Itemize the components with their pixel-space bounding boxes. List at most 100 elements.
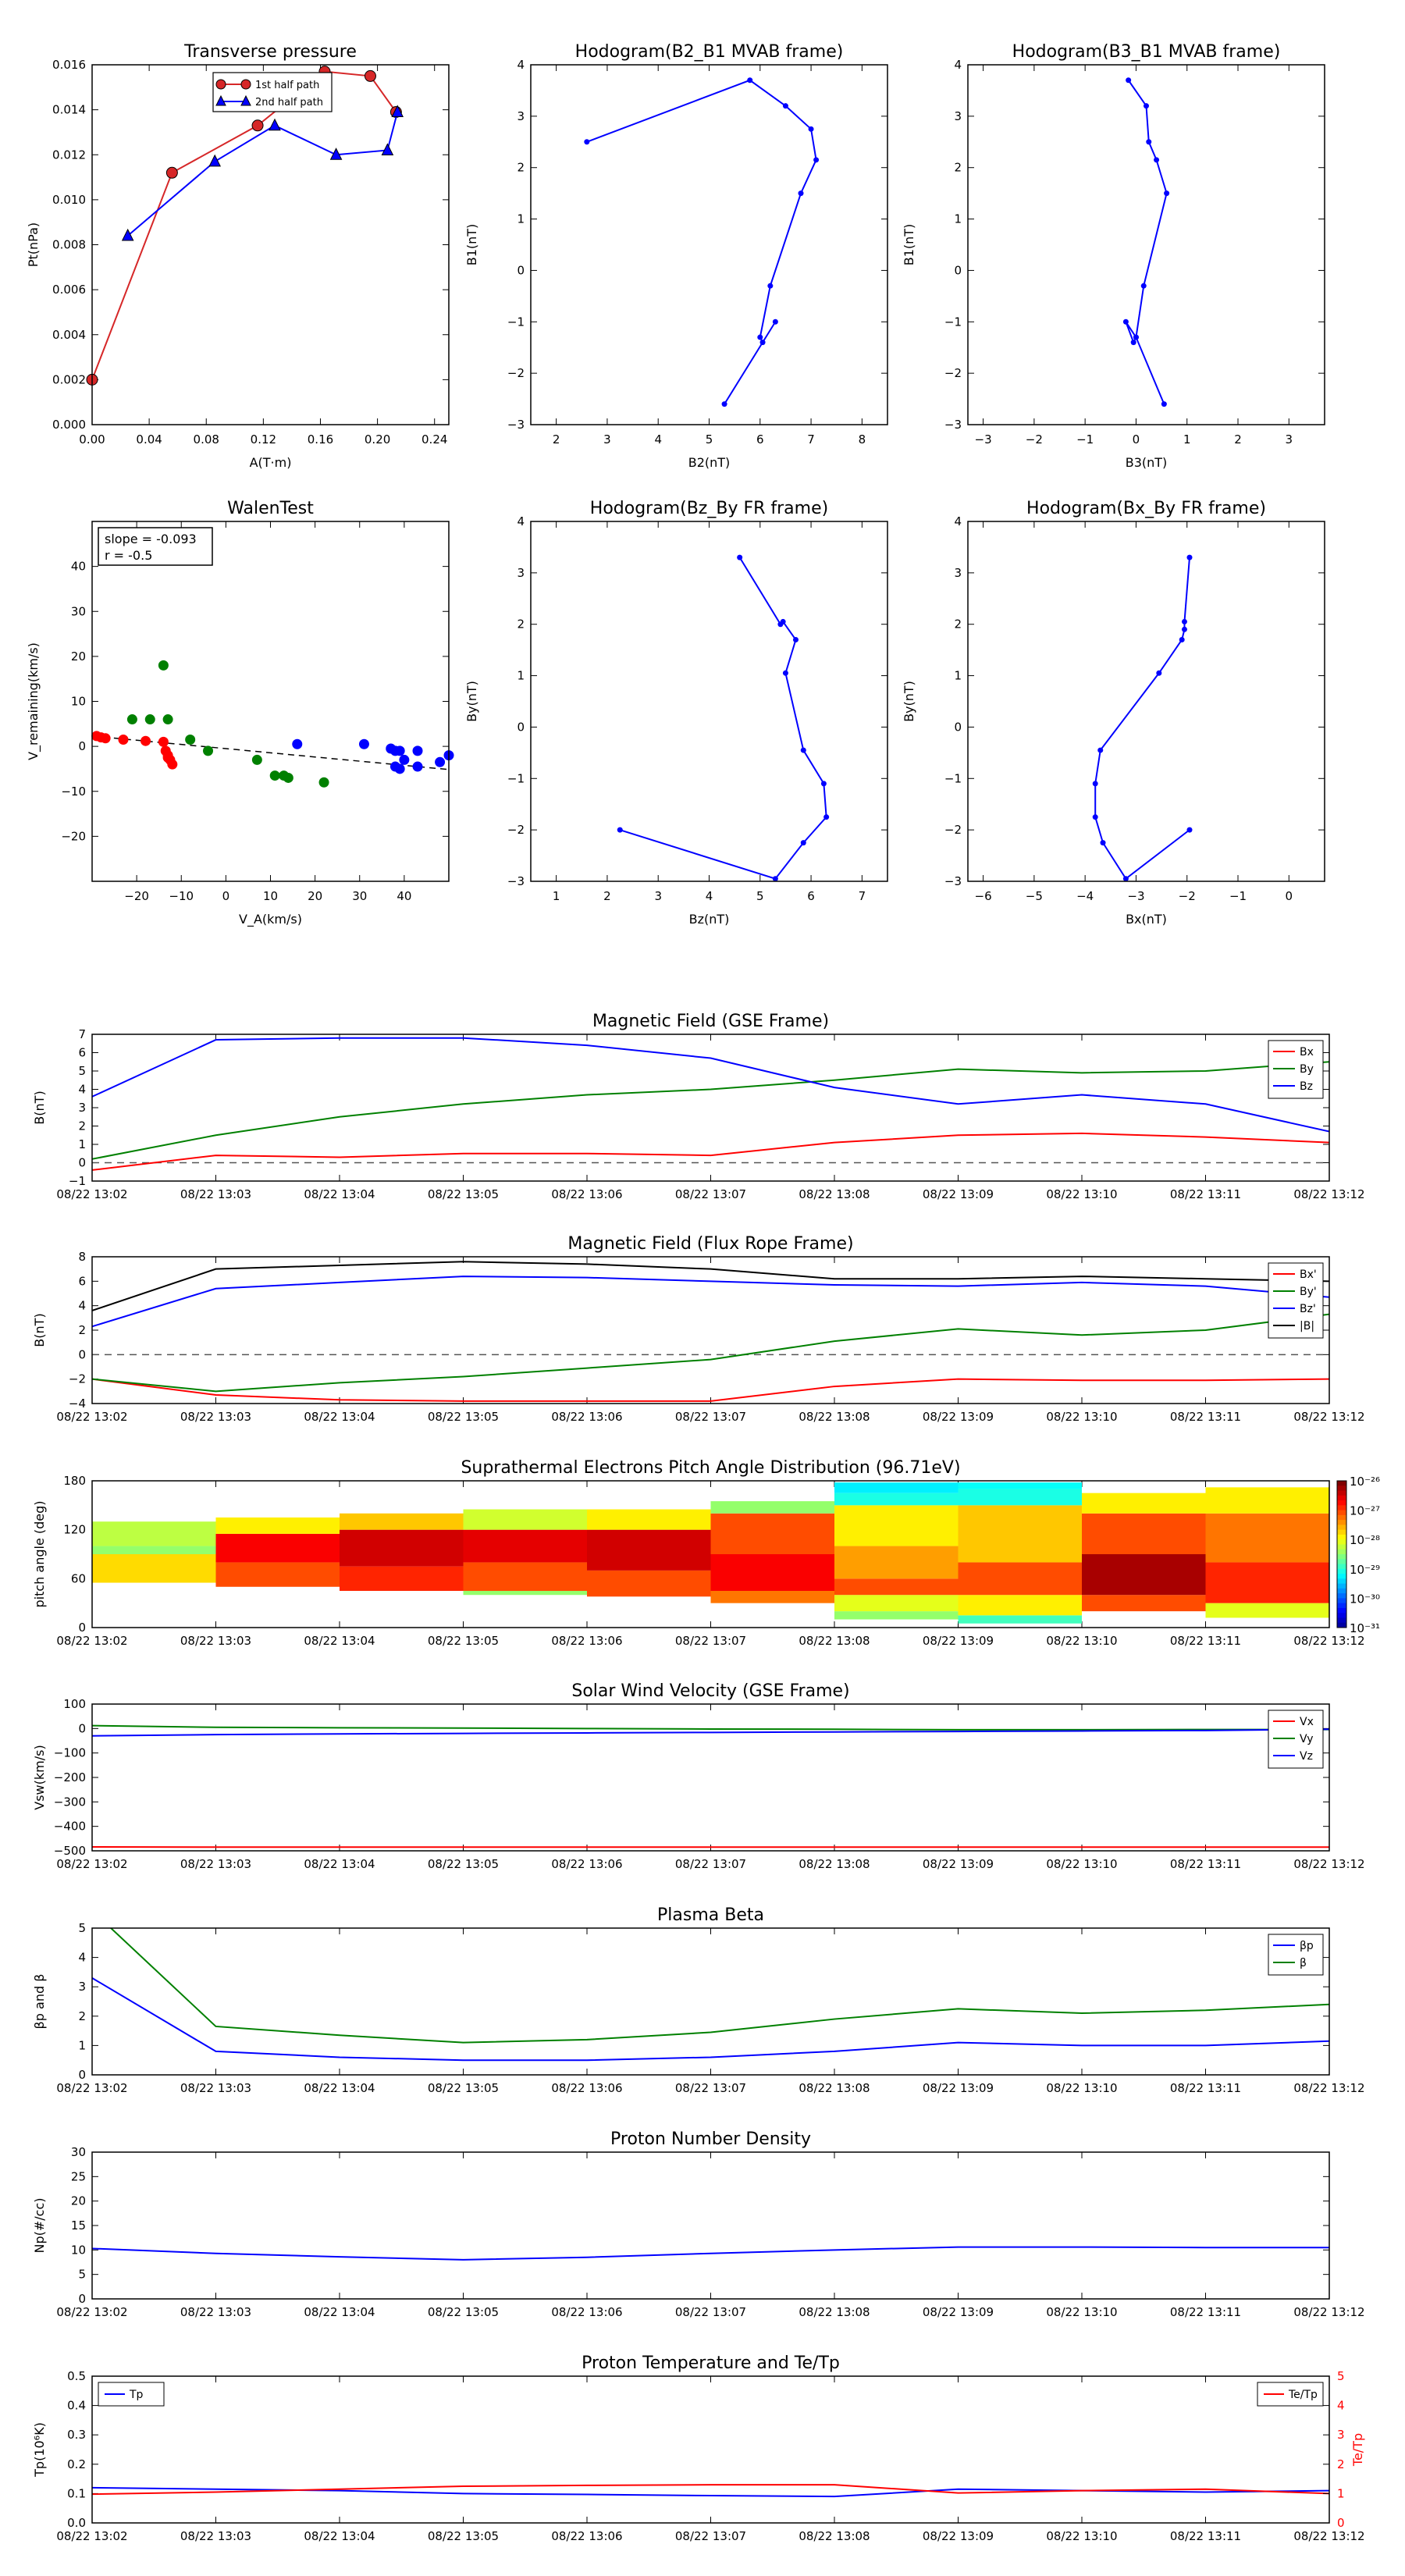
data-point: [1122, 876, 1129, 882]
colorbar-segment: [1337, 1529, 1346, 1535]
series-line: [92, 1132, 1329, 1171]
x-axis-label: B3(nT): [1126, 455, 1168, 470]
y-axis-label-right: Te/Tp: [1350, 2433, 1365, 2467]
series-line: [92, 1977, 1329, 2062]
x-tick-label: 08/22 13:08: [799, 1857, 870, 1871]
x-tick-label: 7: [859, 889, 866, 903]
x-tick-label: 08/22 13:03: [180, 2081, 251, 2095]
colorbar-frame: [1336, 1480, 1347, 1628]
y-tick-label: 0.4: [67, 2399, 86, 2413]
y-tick-label: 2: [517, 617, 525, 632]
y-tick-label: 0.010: [52, 193, 86, 207]
x-tick-label: 3: [654, 889, 662, 903]
x-tick-label: −3: [1127, 889, 1144, 903]
data-point: [737, 554, 743, 560]
axes-frame: [91, 2151, 1330, 2300]
heatmap-cell: [1082, 1595, 1206, 1612]
panel-title: Proton Temperature and Te/Tp: [582, 2354, 840, 2373]
heatmap-cell: [958, 1505, 1082, 1563]
x-tick-label: 08/22 13:12: [1293, 1634, 1364, 1648]
data-point: [1140, 283, 1147, 289]
y-tick-label: 0.1: [67, 2486, 86, 2500]
scatter-point: [185, 734, 196, 745]
x-tick-label: 0.00: [79, 432, 105, 447]
colorbar-segment: [1337, 1593, 1346, 1599]
x-axis-label: Bz(nT): [689, 912, 730, 927]
legend-label: Te/Tp: [1288, 2389, 1318, 2401]
y-tick-label: 0.0: [67, 2516, 86, 2530]
colorbar-segment: [1337, 1525, 1346, 1531]
series-line: [127, 112, 399, 237]
y-tick-label: 6: [78, 1274, 86, 1288]
heatmap-cell: [463, 1562, 587, 1591]
heatmap-cell: [215, 1533, 340, 1563]
x-tick-label: 08/22 13:08: [799, 1187, 870, 1201]
x-tick-label: 08/22 13:02: [56, 2081, 127, 2095]
x-tick-label: 08/22 13:04: [304, 1187, 375, 1201]
scatter-point: [394, 763, 405, 774]
x-tick-label: 08/22 13:11: [1170, 2305, 1241, 2319]
legend-label: 2nd half path: [255, 97, 323, 109]
colorbar-segment: [1337, 1490, 1346, 1496]
y-tick-label: 0: [78, 1621, 86, 1635]
x-tick-label: −2: [1179, 889, 1196, 903]
colorbar-segment: [1337, 1539, 1346, 1545]
axes-frame: [91, 1927, 1330, 2076]
series-line: [91, 70, 397, 380]
x-tick-label: 08/22 13:06: [551, 1187, 622, 1201]
colorbar-segment: [1337, 1534, 1346, 1540]
legend: [1268, 1934, 1324, 1976]
heatmap-cell: [834, 1482, 959, 1493]
heatmap-cell: [834, 1546, 959, 1579]
x-tick-label: 08/22 13:11: [1170, 1410, 1241, 1424]
x-tick-label: 1: [1183, 432, 1191, 447]
y-tick-label: 30: [71, 604, 86, 618]
legend: [212, 72, 333, 112]
series-line: [586, 79, 817, 405]
scatter-point: [251, 754, 262, 765]
colorbar-segment: [1337, 1613, 1346, 1618]
x-tick-label: 08/22 13:03: [180, 1410, 251, 1424]
y-tick-label: 1: [517, 669, 525, 683]
y-tick-label: 3: [78, 1101, 86, 1115]
y-tick-label: 0: [517, 720, 525, 734]
y-tick-label: 6: [78, 1046, 86, 1060]
heatmap-cell: [1205, 1603, 1329, 1618]
y-tick-label: −3: [944, 418, 962, 432]
x-tick-label: 08/22 13:07: [675, 2529, 746, 2543]
data-point: [1133, 334, 1139, 340]
scatter-point: [394, 745, 405, 756]
series-line: [92, 1378, 1329, 1402]
x-tick-label: 5: [706, 432, 713, 447]
y-tick-label: 30: [71, 2145, 86, 2159]
x-tick-label: 08/22 13:02: [56, 2305, 127, 2319]
panel-title: Transverse pressure: [183, 42, 357, 62]
legend-label: |B|: [1300, 1320, 1314, 1332]
panel-12: Proton Temperature and Te/Tp Tp(10⁶K) 08/2…: [32, 2354, 1365, 2543]
data-point: [1161, 401, 1167, 407]
data-point: [800, 747, 806, 753]
y-tick-label: 15: [71, 2218, 86, 2233]
x-axis-label: A(T·m): [250, 455, 292, 470]
x-tick-label: 08/22 13:05: [428, 2529, 499, 2543]
y-tick-label: 2: [517, 161, 525, 175]
x-tick-label: 08/22 13:09: [923, 1634, 994, 1648]
x-tick-label: 08/22 13:05: [428, 1857, 499, 1871]
colorbar-segment: [1337, 1485, 1346, 1492]
y-axis-label: Pt(nPa): [26, 222, 41, 267]
series-line: [1125, 80, 1168, 405]
legend-label: Bz': [1300, 1303, 1316, 1315]
data-point: [1100, 840, 1106, 846]
x-axis-label: V_A(km/s): [239, 912, 302, 927]
legend-label: By: [1300, 1063, 1314, 1076]
x-tick-label: 08/22 13:07: [675, 1634, 746, 1648]
stats-box: [98, 527, 213, 566]
x-tick-label: 08/22 13:03: [180, 2305, 251, 2319]
y-tick-label: 5: [78, 1921, 86, 1935]
data-point: [800, 840, 806, 846]
scatter-point: [126, 714, 137, 725]
x-tick-label: −1: [1229, 889, 1247, 903]
colorbar-segment: [1337, 1559, 1346, 1565]
series-line: [109, 1928, 1329, 2044]
y-tick-label: 8: [78, 1250, 86, 1264]
